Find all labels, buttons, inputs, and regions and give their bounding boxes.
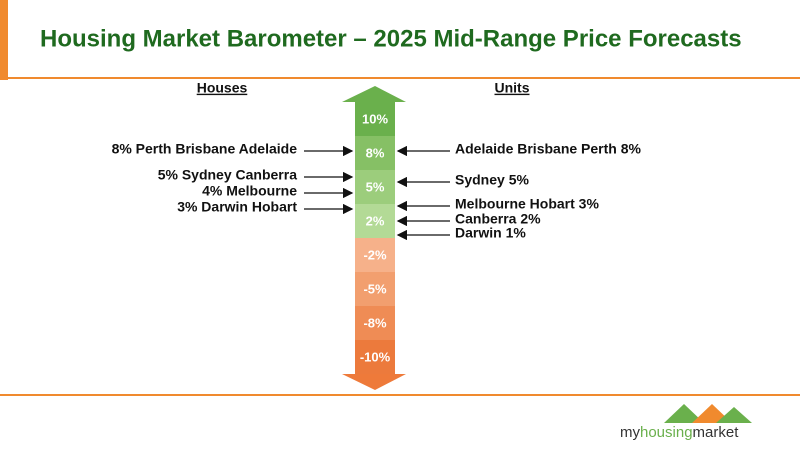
units-label: Darwin 1% (455, 225, 526, 241)
scale-label: -10% (360, 349, 391, 364)
units-label: Canberra 2% (455, 211, 541, 227)
scale-label: 8% (366, 145, 385, 160)
logo-part: market (693, 424, 740, 441)
houses-label: 3% Darwin Hobart (177, 199, 297, 215)
units-header: Units (495, 80, 530, 96)
logo-part: my (620, 424, 640, 441)
logo-roof (716, 407, 752, 423)
scale-label: -8% (363, 315, 387, 330)
units-label: Sydney 5% (455, 172, 529, 188)
arrow-head-down (342, 374, 406, 390)
logo: myhousingmarket (620, 404, 752, 441)
houses-label: 5% Sydney Canberra (158, 167, 297, 183)
accent-bar (0, 0, 8, 80)
units-label: Melbourne Hobart 3% (455, 196, 599, 212)
scale-segment (355, 102, 395, 136)
houses-header: Houses (197, 80, 248, 96)
scale-segment (355, 306, 395, 340)
scale-label: 10% (362, 111, 388, 126)
units-label: Adelaide Brisbane Perth 8% (455, 141, 642, 157)
scale-label: -2% (363, 247, 387, 262)
scale-label: 2% (366, 213, 385, 228)
logo-text: myhousingmarket (620, 424, 739, 441)
scale-segment (355, 136, 395, 170)
barometer: 10% 8% 5% 2% -2% -5% -8% -10% (342, 86, 406, 390)
scale-segment (355, 238, 395, 272)
scale-label: -5% (363, 281, 387, 296)
scale-segment (355, 340, 395, 374)
scale-segment (355, 272, 395, 306)
scale-segment (355, 204, 395, 238)
houses-label: 4% Melbourne (202, 183, 297, 199)
houses-label: 8% Perth Brisbane Adelaide (112, 141, 298, 157)
arrow-head-up (342, 86, 406, 102)
title: Housing Market Barometer – 2025 Mid-Rang… (40, 25, 742, 52)
logo-part: housing (640, 424, 693, 441)
logo-roof (664, 404, 704, 423)
scale-label: 5% (366, 179, 385, 194)
scale-segment (355, 170, 395, 204)
